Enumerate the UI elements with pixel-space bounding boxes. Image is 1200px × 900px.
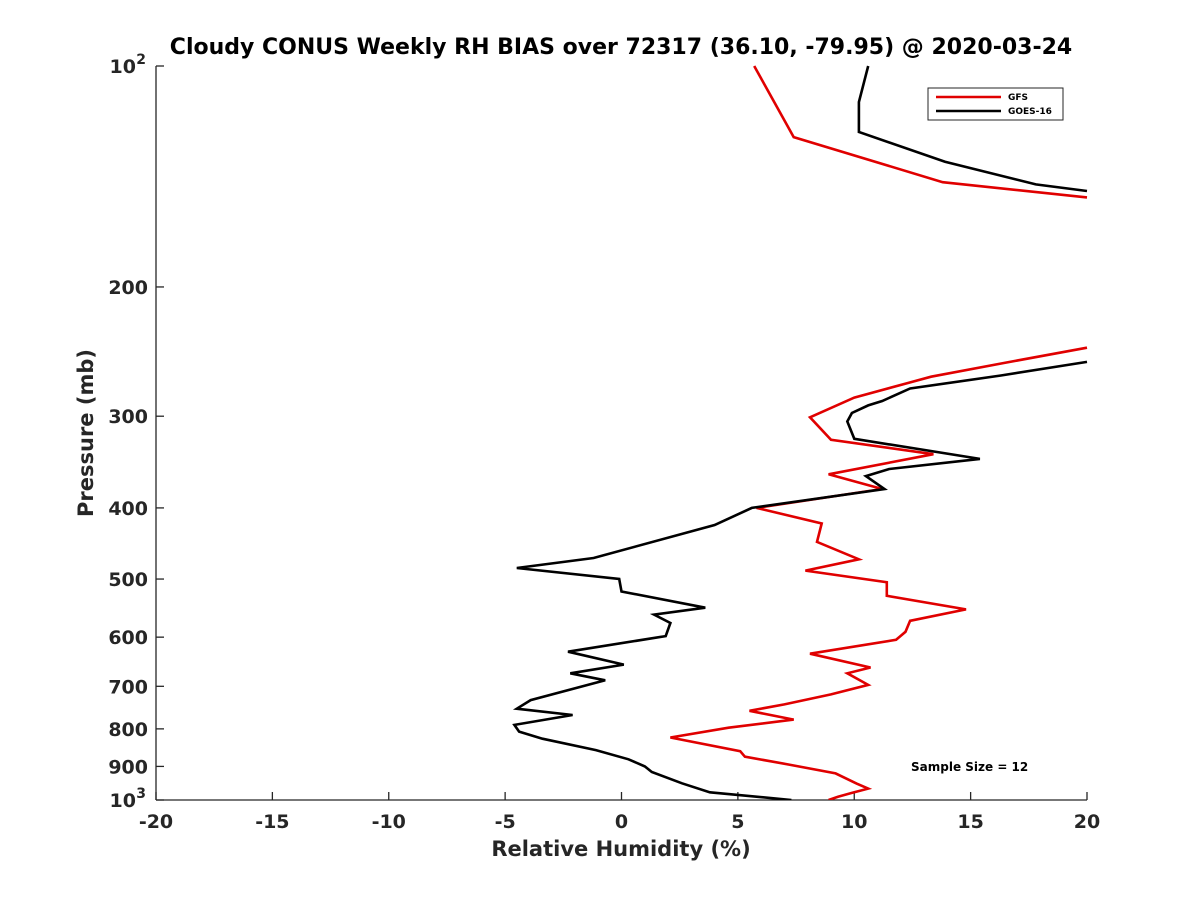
- y-tick-label: 200: [108, 277, 148, 299]
- y-tick-label: 10: [110, 790, 136, 812]
- legend-label-goes16: GOES-16: [1008, 107, 1052, 117]
- plot-lines: [512, 65, 1088, 800]
- y-tick-base: 10: [110, 790, 136, 812]
- legend-box: [927, 87, 1064, 121]
- x-tick-label: -10: [372, 811, 406, 833]
- legend-label-gfs: GFS: [1008, 93, 1028, 103]
- series-line-goes16: [857, 65, 1088, 193]
- y-tick-exponent: 2: [136, 52, 146, 68]
- y-tick-label: 500: [108, 569, 148, 591]
- series-line-goes16: [512, 360, 1088, 800]
- x-tick-label: 20: [1074, 811, 1100, 833]
- y-tick-label: 600: [108, 627, 148, 649]
- x-tick-label: 15: [957, 811, 983, 833]
- y-tick-label: 10: [110, 56, 136, 78]
- y-tick-label: 700: [108, 676, 148, 698]
- legend: GFS GOES-16: [927, 87, 1064, 121]
- y-tick-label: 900: [108, 756, 148, 778]
- x-tick-label: -15: [255, 811, 289, 833]
- y-tick-base: 10: [110, 56, 136, 78]
- x-tick-label: 10: [841, 811, 867, 833]
- series-line-gfs: [670, 346, 1088, 800]
- sample-size-annotation: Sample Size = 12: [911, 760, 1028, 774]
- y-tick-label: 300: [108, 406, 148, 428]
- x-tick-label: -20: [139, 811, 173, 833]
- x-tick-label: 5: [731, 811, 744, 833]
- x-tick-label: -5: [495, 811, 516, 833]
- y-tick-label: 400: [108, 498, 148, 520]
- x-axis-ticks: -20 -15 -10 -5 0 5 10 15 20: [139, 792, 1100, 833]
- y-axis-label: Pressure (mb): [74, 349, 98, 517]
- chart-title: Cloudy CONUS Weekly RH BIAS over 72317 (…: [170, 35, 1072, 60]
- series-line-gfs: [753, 65, 1088, 199]
- x-tick-label: 0: [615, 811, 628, 833]
- x-axis-label: Relative Humidity (%): [491, 837, 750, 861]
- y-tick-exponent: 3: [136, 786, 146, 802]
- y-tick-label: 800: [108, 719, 148, 741]
